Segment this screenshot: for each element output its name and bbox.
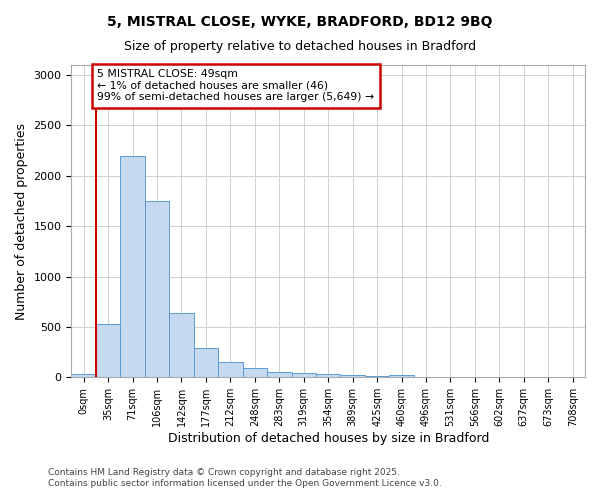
Bar	[365, 376, 389, 378]
Bar	[438, 377, 463, 378]
Bar	[389, 375, 414, 378]
Bar	[414, 377, 438, 378]
Text: 5 MISTRAL CLOSE: 49sqm
← 1% of detached houses are smaller (46)
99% of semi-deta: 5 MISTRAL CLOSE: 49sqm ← 1% of detached …	[97, 69, 374, 102]
Bar	[194, 348, 218, 378]
Bar	[169, 313, 194, 378]
Bar	[340, 376, 365, 378]
Text: Contains HM Land Registry data © Crown copyright and database right 2025.
Contai: Contains HM Land Registry data © Crown c…	[48, 468, 442, 487]
X-axis label: Distribution of detached houses by size in Bradford: Distribution of detached houses by size …	[167, 432, 489, 445]
Bar	[218, 362, 242, 378]
Text: 5, MISTRAL CLOSE, WYKE, BRADFORD, BD12 9BQ: 5, MISTRAL CLOSE, WYKE, BRADFORD, BD12 9…	[107, 15, 493, 29]
Text: Size of property relative to detached houses in Bradford: Size of property relative to detached ho…	[124, 40, 476, 53]
Bar	[71, 374, 96, 378]
Bar	[121, 156, 145, 378]
Bar	[316, 374, 340, 378]
Bar	[267, 372, 292, 378]
Bar	[242, 368, 267, 378]
Y-axis label: Number of detached properties: Number of detached properties	[15, 122, 28, 320]
Bar	[96, 324, 121, 378]
Bar	[292, 374, 316, 378]
Bar	[145, 201, 169, 378]
